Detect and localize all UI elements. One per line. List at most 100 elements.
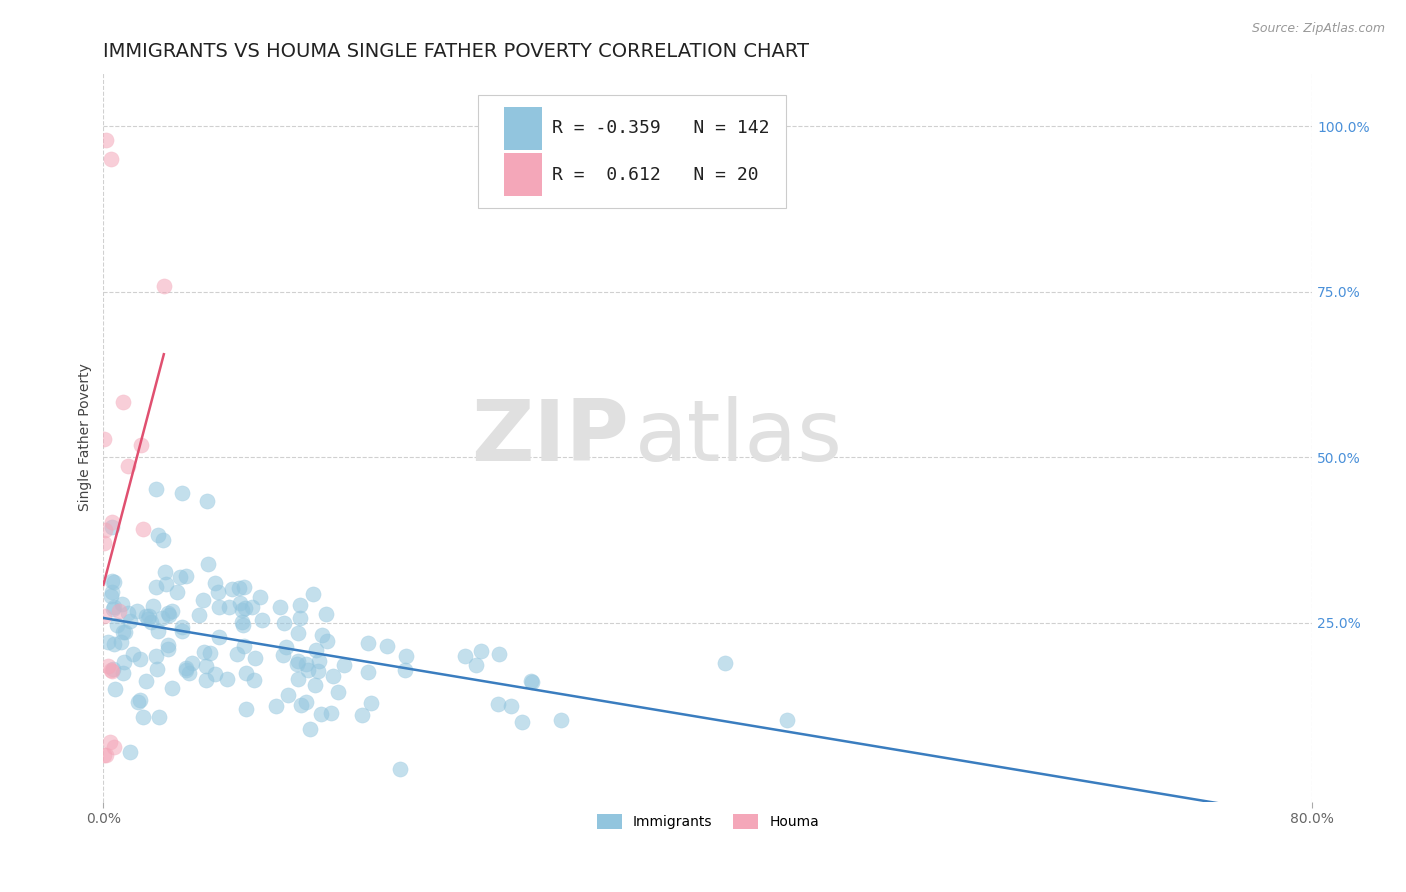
Point [308, 654, 330, 668]
Point [96, 133, 118, 147]
Point [350, 708, 373, 723]
Point [111, 624, 134, 639]
Point [100, 153, 122, 167]
Point [776, 714, 799, 728]
Point [453, 648, 475, 663]
Point [510, 715, 533, 730]
Point [304, 678, 326, 692]
Text: R =  0.612   N = 20: R = 0.612 N = 20 [553, 166, 759, 184]
Point [357, 665, 380, 679]
Point [215, 672, 238, 686]
Point [297, 663, 319, 677]
Point [127, 604, 149, 618]
Point [156, 638, 179, 652]
FancyBboxPatch shape [478, 95, 786, 208]
Point [93, 432, 115, 446]
Point [148, 624, 170, 639]
Point [249, 590, 271, 604]
Point [142, 599, 165, 613]
Point [103, 637, 125, 651]
Point [141, 615, 163, 629]
Point [221, 582, 243, 596]
Point [94, 748, 117, 763]
Point [287, 626, 309, 640]
Point [145, 648, 167, 663]
Point [290, 698, 312, 712]
Point [152, 533, 174, 548]
Point [229, 596, 252, 610]
FancyBboxPatch shape [503, 107, 543, 150]
Point [93, 536, 115, 550]
Point [128, 652, 150, 666]
Point [112, 656, 135, 670]
Point [111, 665, 134, 680]
Point [232, 580, 254, 594]
Point [101, 574, 124, 588]
Point [195, 659, 218, 673]
Point [394, 663, 416, 677]
Text: Source: ZipAtlas.com: Source: ZipAtlas.com [1251, 22, 1385, 36]
Point [103, 662, 125, 676]
Point [166, 584, 188, 599]
Point [208, 630, 231, 644]
Point [195, 673, 218, 687]
Point [240, 600, 263, 615]
Point [104, 681, 127, 696]
Point [127, 695, 149, 709]
Point [231, 615, 253, 629]
Point [108, 604, 131, 618]
Point [302, 587, 325, 601]
Point [204, 576, 226, 591]
Point [103, 574, 125, 589]
Point [305, 642, 328, 657]
Point [193, 645, 215, 659]
Point [101, 665, 124, 679]
Point [146, 662, 169, 676]
Point [276, 640, 298, 654]
Point [273, 615, 295, 630]
Point [470, 644, 492, 658]
Point [225, 647, 247, 661]
Point [120, 614, 142, 628]
Point [117, 459, 139, 474]
Point [97, 635, 120, 649]
Point [197, 494, 219, 508]
Point [309, 707, 332, 722]
Point [243, 651, 266, 665]
Point [169, 569, 191, 583]
Point [159, 608, 181, 623]
Point [153, 279, 176, 293]
Point [148, 710, 170, 724]
Point [333, 658, 356, 673]
Point [550, 713, 572, 727]
Point [200, 647, 222, 661]
Point [360, 696, 382, 710]
Point [277, 688, 299, 702]
Point [357, 636, 380, 650]
Text: IMMIGRANTS VS HOUMA SINGLE FATHER POVERTY CORRELATION CHART: IMMIGRANTS VS HOUMA SINGLE FATHER POVERT… [104, 42, 810, 61]
Point [98, 735, 121, 749]
Point [156, 641, 179, 656]
Point [118, 745, 141, 759]
Point [145, 580, 167, 594]
Point [93, 609, 115, 624]
Text: atlas: atlas [636, 396, 844, 479]
Point [110, 635, 132, 649]
Point [121, 647, 143, 661]
Legend: Immigrants, Houma: Immigrants, Houma [591, 809, 824, 835]
Point [287, 672, 309, 686]
Point [132, 710, 155, 724]
Point [132, 522, 155, 536]
Y-axis label: Single Father Poverty: Single Father Poverty [79, 364, 93, 511]
Point [287, 654, 309, 668]
Point [129, 437, 152, 451]
Point [97, 659, 120, 673]
Point [148, 527, 170, 541]
Point [111, 597, 134, 611]
Point [135, 674, 157, 689]
Point [285, 657, 308, 671]
Point [153, 566, 176, 580]
Point [197, 557, 219, 571]
Point [112, 395, 135, 409]
Point [103, 740, 125, 755]
